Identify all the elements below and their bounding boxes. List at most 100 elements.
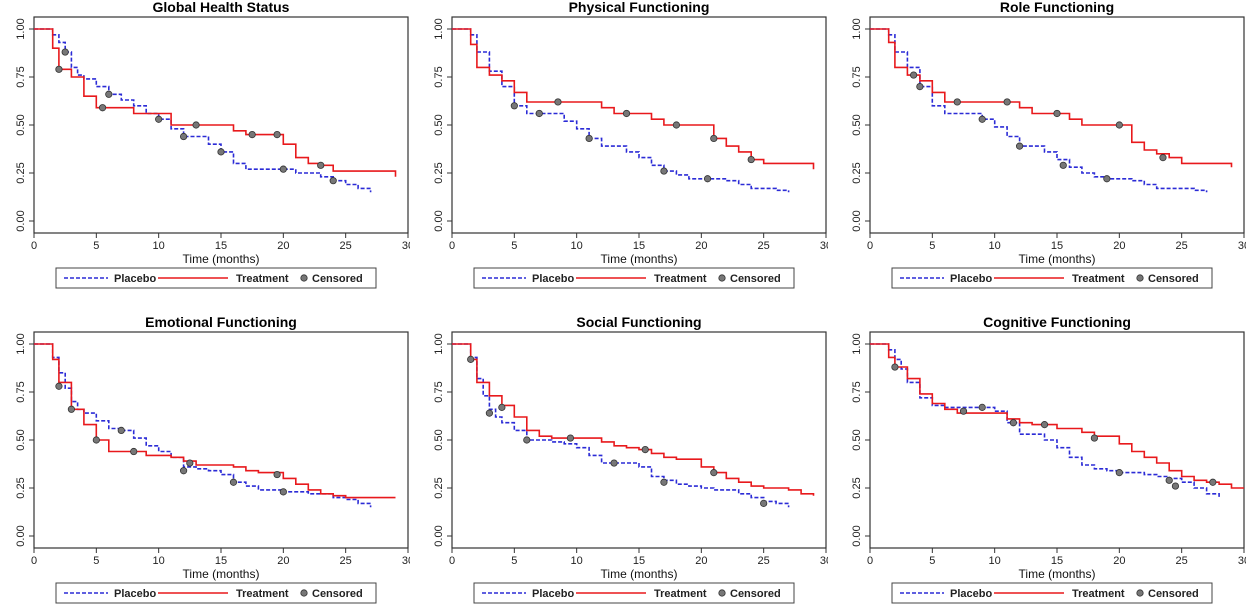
- x-tick-label: 25: [340, 555, 352, 567]
- censored-mark: [978, 403, 986, 411]
- km-panel: Emotional Functioning 0.00 0.25 0.50 0.75 1.0…: [0, 315, 410, 615]
- placebo-curve: [452, 343, 790, 508]
- x-tick-label: 30: [1238, 555, 1246, 567]
- censored-mark: [585, 134, 593, 143]
- km-chart: Social Functioning 0.00 0.25 0.50 0.75 1.00 0 5…: [433, 315, 828, 604]
- y-tick-label: 0.75: [15, 381, 27, 402]
- x-axis-label: Time (months): [183, 252, 260, 266]
- legend-censored-marker: [300, 274, 308, 282]
- legend-placebo-label: Placebo: [532, 588, 574, 600]
- x-tick-label: 30: [402, 240, 410, 252]
- x-tick-label: 0: [31, 240, 37, 252]
- censored-mark: [566, 434, 575, 442]
- km-chart: Global Health Status 0.00 0.25 0.50 0.75 1.00…: [15, 0, 410, 289]
- x-tick-label: 20: [277, 555, 289, 567]
- y-tick-label: 1.00: [15, 18, 27, 39]
- censored-mark: [192, 121, 200, 129]
- censored-mark: [55, 65, 63, 73]
- censored-mark: [180, 132, 188, 141]
- placebo-curve: [870, 28, 1208, 193]
- x-tick-label: 10: [989, 555, 1001, 567]
- legend-treatment-label: Treatment: [236, 273, 289, 285]
- placebo-curve: [870, 343, 1220, 498]
- censored-mark: [959, 407, 968, 415]
- censored-mark: [467, 355, 475, 363]
- legend-censored-marker: [718, 589, 726, 597]
- y-tick-label: 1.00: [15, 333, 27, 354]
- y-tick-label: 0.50: [15, 429, 27, 450]
- censored-mark: [554, 98, 562, 106]
- censored-mark: [1115, 469, 1123, 477]
- y-tick-label: 0.25: [15, 477, 27, 498]
- censored-mark: [98, 104, 107, 112]
- censored-mark: [523, 436, 531, 444]
- km-chart: Emotional Functioning 0.00 0.25 0.50 0.75 1.0…: [15, 315, 410, 604]
- chart-title: Social Functioning: [576, 315, 701, 330]
- y-tick-label: 0.75: [851, 66, 863, 87]
- plot-frame: [451, 16, 827, 234]
- y-tick-label: 0.50: [851, 114, 863, 135]
- km-panel: Physical Functioning 0.00 0.25 0.50 0.75 1.00…: [418, 0, 828, 300]
- censored-mark: [155, 115, 163, 123]
- y-tick-label: 0.50: [15, 114, 27, 135]
- legend-treatment-label: Treatment: [654, 588, 707, 600]
- legend-treatment-label: Treatment: [654, 273, 707, 285]
- x-tick-label: 10: [989, 240, 1001, 252]
- x-axis-label: Time (months): [1019, 252, 1096, 266]
- plot-frame: [451, 331, 827, 549]
- chart-title: Cognitive Functioning: [983, 315, 1131, 330]
- censored-mark: [1053, 109, 1061, 118]
- x-tick-label: 10: [153, 555, 165, 567]
- y-tick-label: 0.75: [15, 66, 27, 87]
- legend-placebo-label: Placebo: [950, 273, 992, 285]
- censored-mark: [1003, 98, 1011, 106]
- x-tick-label: 30: [1238, 240, 1246, 252]
- censored-mark: [92, 436, 100, 444]
- km-chart: Cognitive Functioning 0.00 0.25 0.50 0.75 1.0…: [851, 315, 1246, 604]
- legend-censored-label: Censored: [730, 273, 781, 285]
- x-tick-label: 5: [93, 555, 99, 567]
- censored-mark: [672, 121, 680, 129]
- x-tick-label: 25: [1176, 555, 1188, 567]
- censored-mark: [279, 488, 287, 496]
- legend-placebo-label: Placebo: [950, 588, 992, 600]
- y-tick-label: 0.00: [851, 210, 863, 231]
- km-panel: Role Functioning 0.00 0.25 0.50 0.75 1.00 0 5 10…: [836, 0, 1246, 300]
- y-tick-label: 0.25: [851, 477, 863, 498]
- x-axis-label: Time (months): [601, 567, 678, 581]
- y-tick-label: 0.75: [433, 66, 445, 87]
- legend: Placebo Treatment Censored: [55, 267, 377, 289]
- censored-mark: [1171, 482, 1180, 490]
- placebo-curve: [34, 343, 372, 508]
- treatment-curve: [870, 343, 1244, 489]
- censored-mark: [229, 478, 238, 486]
- y-tick-label: 0.00: [851, 525, 863, 546]
- y-tick-label: 0.00: [433, 210, 445, 231]
- y-tick-label: 0.50: [433, 429, 445, 450]
- x-tick-label: 15: [1051, 240, 1063, 252]
- x-axis-label: Time (months): [1019, 567, 1096, 581]
- x-tick-label: 0: [867, 555, 873, 567]
- x-tick-label: 25: [1176, 240, 1188, 252]
- x-tick-label: 5: [929, 240, 935, 252]
- y-tick-label: 0.00: [433, 525, 445, 546]
- legend-censored-label: Censored: [730, 588, 781, 600]
- censored-mark: [329, 177, 337, 185]
- y-tick-label: 0.00: [15, 525, 27, 546]
- censored-mark: [498, 403, 506, 411]
- y-tick-label: 0.50: [433, 114, 445, 135]
- censored-mark: [703, 175, 712, 183]
- chart-title: Global Health Status: [153, 0, 290, 15]
- x-tick-label: 25: [340, 240, 352, 252]
- y-tick-label: 1.00: [851, 18, 863, 39]
- plot-frame: [33, 331, 409, 549]
- legend-censored-label: Censored: [1148, 273, 1199, 285]
- y-tick-label: 0.25: [433, 162, 445, 183]
- censored-mark: [186, 459, 194, 467]
- censored-mark: [1090, 434, 1098, 442]
- y-tick-label: 1.00: [433, 18, 445, 39]
- x-tick-label: 15: [1051, 555, 1063, 567]
- censored-mark: [61, 48, 69, 56]
- censored-mark: [760, 499, 768, 507]
- censored-mark: [117, 426, 125, 435]
